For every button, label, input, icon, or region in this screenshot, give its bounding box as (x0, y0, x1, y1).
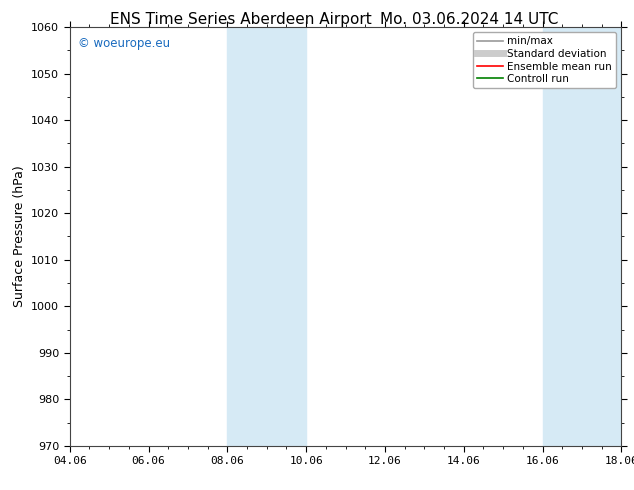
Y-axis label: Surface Pressure (hPa): Surface Pressure (hPa) (13, 166, 25, 307)
Text: © woeurope.eu: © woeurope.eu (78, 37, 170, 50)
Text: ENS Time Series Aberdeen Airport: ENS Time Series Aberdeen Airport (110, 12, 372, 27)
Bar (228, 27, 306, 446)
Text: Mo. 03.06.2024 14 UTC: Mo. 03.06.2024 14 UTC (380, 12, 559, 27)
Bar (543, 27, 621, 446)
Legend: min/max, Standard deviation, Ensemble mean run, Controll run: min/max, Standard deviation, Ensemble me… (473, 32, 616, 88)
